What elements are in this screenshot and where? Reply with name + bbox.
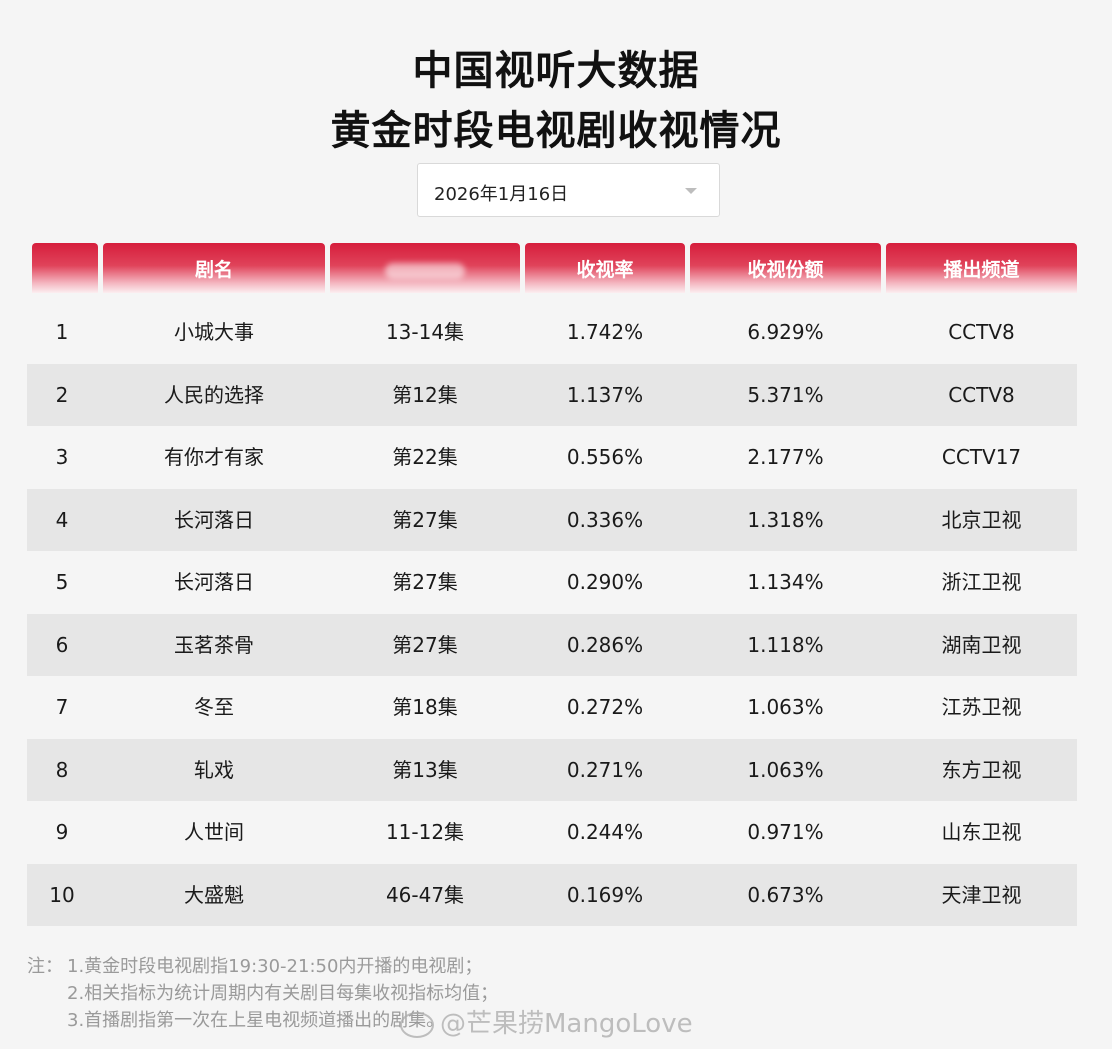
cell-rating: 0.290%: [566, 570, 644, 594]
cell-channel: 北京卫视: [941, 507, 1022, 532]
footnote-2: 2.相关指标为统计周期内有关剧目每集收视指标均值；: [67, 983, 499, 1004]
cell-rank: 10: [49, 882, 75, 907]
cell-rank: 1: [55, 320, 69, 344]
cell-drama-name: 人世间: [184, 820, 244, 844]
cell-rating: 1.742%: [566, 320, 644, 344]
cell-drama-name: 小城大事: [174, 320, 254, 344]
table-row: 2 人民的选择 第12集 1.137% 5.371% CCTV8: [27, 363, 1077, 426]
cell-channel: 山东卫视: [941, 820, 1022, 844]
cell-rank: 4: [55, 507, 69, 532]
cell-rank: 6: [55, 632, 69, 657]
cell-share: 5.371%: [747, 382, 824, 407]
cell-share: 2.177%: [747, 445, 824, 469]
table-header: 剧名 收视率 收视份额 播出频道: [0, 243, 1112, 293]
cell-channel: 江苏卫视: [941, 695, 1022, 719]
table-row: 1 小城大事 13-14集 1.742% 6.929% CCTV8: [27, 301, 1077, 363]
cell-share: 1.318%: [747, 507, 824, 532]
cell-channel: 东方卫视: [941, 757, 1022, 782]
column-header-share: 收视份额: [690, 243, 881, 293]
table-row: 9 人世间 11-12集 0.244% 0.971% 山东卫视: [27, 801, 1077, 863]
column-header-episodes: [330, 243, 520, 293]
column-header-channel: 播出频道: [886, 243, 1077, 293]
cell-drama-name: 冬至: [194, 695, 234, 719]
table-row: 8 轧戏 第13集 0.271% 1.063% 东方卫视: [27, 738, 1077, 801]
cell-channel: 浙江卫视: [941, 570, 1022, 594]
table-row: 3 有你才有家 第22集 0.556% 2.177% CCTV17: [27, 426, 1077, 488]
column-header-rank: [32, 243, 98, 293]
cell-drama-name: 长河落日: [174, 507, 254, 532]
cell-drama-name: 玉茗茶骨: [174, 632, 254, 657]
cell-episodes: 第22集: [392, 445, 458, 469]
cell-episodes: 第12集: [392, 382, 458, 407]
watermark: @芒果捞MangoLove: [400, 1003, 693, 1040]
cell-channel: CCTV17: [941, 445, 1022, 469]
cell-channel: 天津卫视: [941, 882, 1022, 907]
cell-episodes: 13-14集: [385, 320, 465, 344]
cell-rating: 0.244%: [566, 820, 644, 844]
footnote-label: 注：: [27, 956, 63, 977]
cell-rank: 9: [55, 820, 69, 844]
cell-rating: 0.169%: [566, 882, 644, 907]
cell-share: 0.673%: [747, 882, 824, 907]
cell-rating: 0.272%: [566, 695, 644, 719]
cell-share: 0.971%: [747, 820, 824, 844]
cell-rank: 5: [55, 570, 69, 594]
cell-rating: 0.336%: [566, 507, 644, 532]
cell-channel: CCTV8: [948, 320, 1015, 344]
table-row: 4 长河落日 第27集 0.336% 1.318% 北京卫视: [27, 488, 1077, 551]
cell-drama-name: 轧戏: [194, 757, 234, 782]
footnote-1: 1.黄金时段电视剧指19:30-21:50内开播的电视剧；: [67, 956, 483, 977]
column-header-rating: 收视率: [525, 243, 685, 293]
cell-episodes: 第13集: [392, 757, 458, 782]
cell-share: 1.063%: [747, 695, 824, 719]
table-row: 10 大盛魁 46-47集 0.169% 0.673% 天津卫视: [27, 863, 1077, 926]
cell-rating: 0.556%: [566, 445, 644, 469]
cell-rating: 0.286%: [566, 632, 644, 657]
cell-rating: 1.137%: [566, 382, 644, 407]
cell-channel: CCTV8: [948, 382, 1015, 407]
table-row: 7 冬至 第18集 0.272% 1.063% 江苏卫视: [27, 676, 1077, 738]
cell-drama-name: 人民的选择: [164, 382, 264, 407]
page-title-line1: 中国视听大数据: [412, 48, 700, 94]
footnote-3: 3.首播剧指第一次在上星电视频道播出的剧集。: [67, 1010, 445, 1031]
watermark-text: @芒果捞MangoLove: [440, 1009, 693, 1039]
column-header-drama-name: 剧名: [103, 243, 325, 293]
cell-rank: 2: [55, 382, 69, 407]
table-row: 6 玉茗茶骨 第27集 0.286% 1.118% 湖南卫视: [27, 613, 1077, 676]
cell-rank: 7: [55, 695, 69, 719]
cell-episodes: 第27集: [392, 507, 458, 532]
table-row: 5 长河落日 第27集 0.290% 1.134% 浙江卫视: [27, 551, 1077, 613]
cell-drama-name: 有你才有家: [164, 445, 264, 469]
chevron-down-icon: [685, 188, 697, 194]
page-title-line2: 黄金时段电视剧收视情况: [330, 108, 782, 154]
cell-episodes: 第27集: [392, 570, 458, 594]
weibo-logo-icon: [400, 1011, 434, 1038]
cell-share: 1.063%: [747, 757, 824, 782]
cell-drama-name: 长河落日: [174, 570, 254, 594]
cell-episodes: 第18集: [392, 695, 458, 719]
blurred-label: [385, 262, 465, 279]
cell-drama-name: 大盛魁: [184, 882, 244, 907]
cell-share: 6.929%: [747, 320, 824, 344]
cell-share: 1.134%: [747, 570, 824, 594]
cell-rank: 3: [55, 445, 69, 469]
cell-episodes: 第27集: [392, 632, 458, 657]
cell-episodes: 11-12集: [385, 820, 465, 844]
date-select[interactable]: 2026年1月16日: [417, 163, 720, 217]
cell-rating: 0.271%: [566, 757, 644, 782]
date-select-value: 2026年1月16日: [434, 184, 569, 205]
cell-episodes: 46-47集: [385, 882, 465, 907]
cell-share: 1.118%: [747, 632, 824, 657]
cell-rank: 8: [55, 757, 69, 782]
cell-channel: 湖南卫视: [941, 632, 1022, 657]
